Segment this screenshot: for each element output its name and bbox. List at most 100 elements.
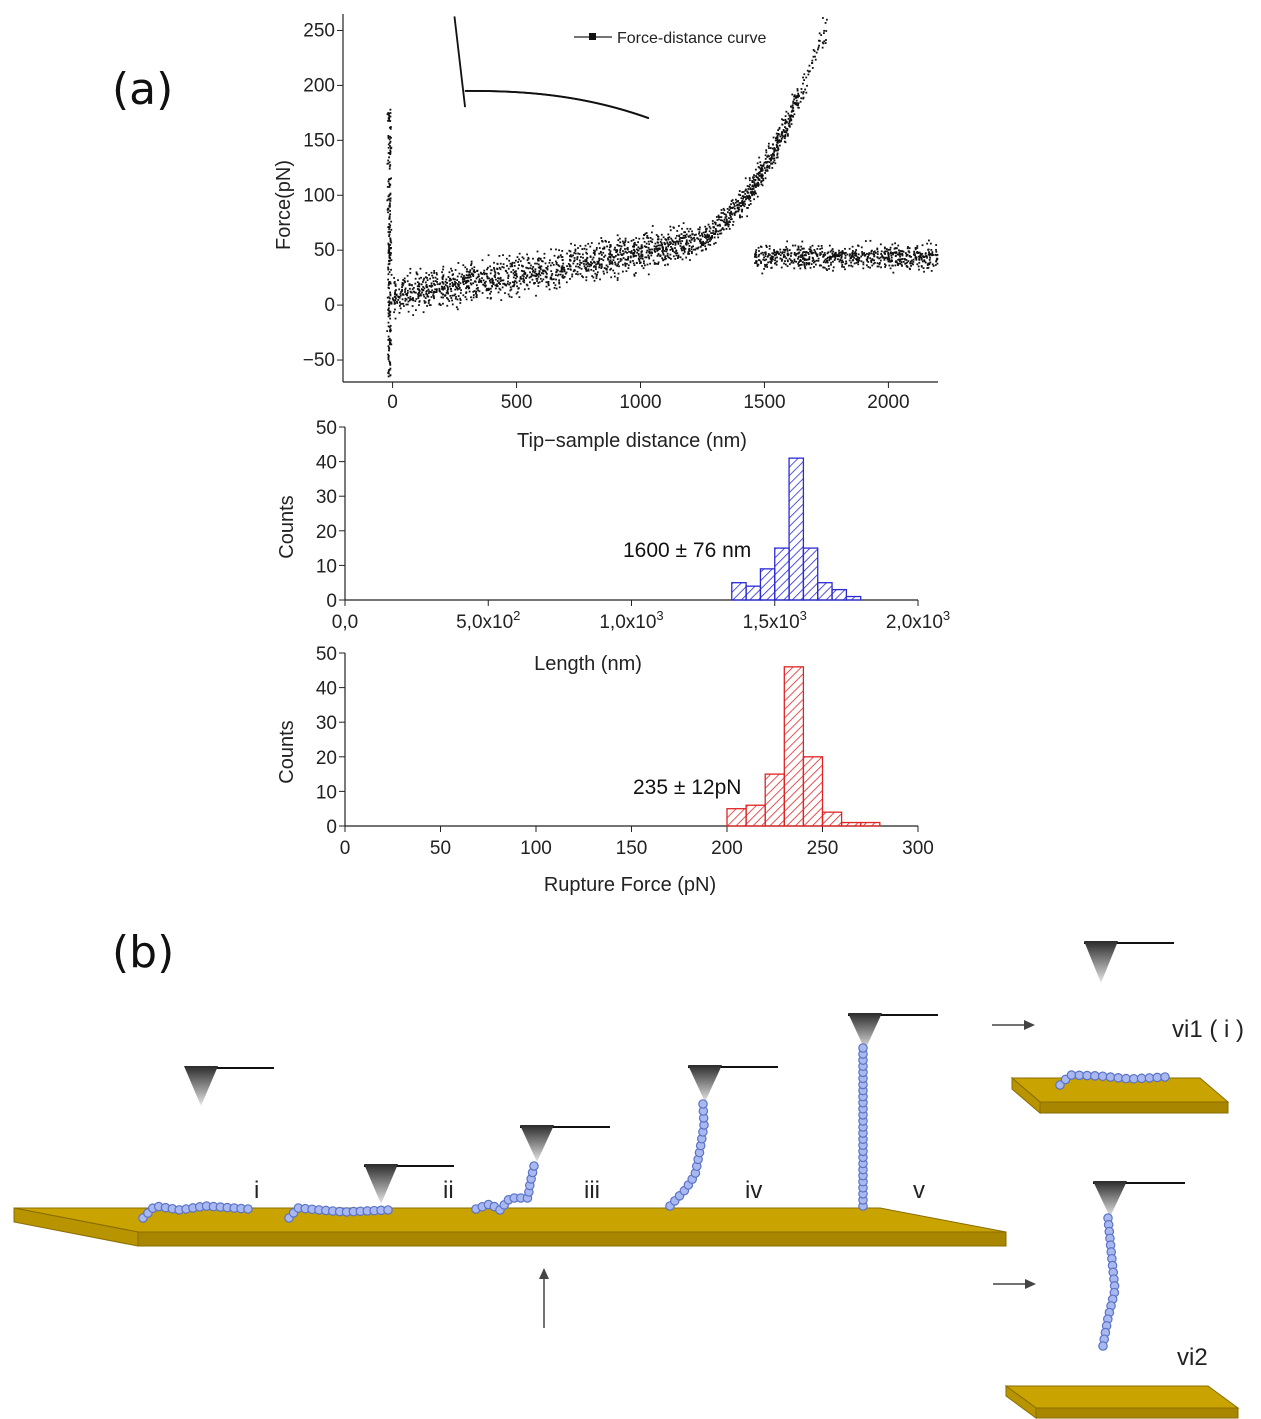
fd-point <box>826 269 828 272</box>
fd-point <box>762 165 765 167</box>
chain-bead <box>383 1205 393 1215</box>
fd-point <box>595 266 597 268</box>
fd-point <box>607 257 609 260</box>
fd-point <box>704 245 707 248</box>
fd-point <box>719 219 722 222</box>
fd-point <box>855 258 858 261</box>
fd-point <box>845 260 847 263</box>
fd-point <box>832 269 834 272</box>
fd-point <box>766 255 769 258</box>
fd-point <box>786 129 789 132</box>
fd-point <box>598 242 600 245</box>
x-tick-exponent: 2 <box>513 608 520 623</box>
fd-inset-point <box>456 44 459 47</box>
fd-point <box>590 242 593 244</box>
fd-point <box>776 138 779 141</box>
fd-point <box>555 268 558 271</box>
fd-point <box>780 266 783 269</box>
fd-point <box>585 268 587 271</box>
fd-point <box>753 193 756 196</box>
fd-point <box>918 268 920 271</box>
fd-point <box>661 245 664 248</box>
fd-point <box>793 102 796 104</box>
fd-point <box>427 295 430 298</box>
fd-point <box>823 266 826 269</box>
fd-point <box>661 251 664 254</box>
fd-point <box>753 190 756 193</box>
fd-point <box>454 293 457 296</box>
fd-point <box>738 206 740 209</box>
fd-point <box>734 198 737 201</box>
fd-point <box>814 252 817 254</box>
fd-point <box>823 259 826 262</box>
fd-point <box>614 246 616 249</box>
fd-point <box>701 234 704 236</box>
fd-point <box>754 179 757 182</box>
fd-point <box>493 266 495 269</box>
afm-tip-4 <box>688 1065 778 1102</box>
fd-point <box>464 276 466 279</box>
fd-point <box>661 257 663 260</box>
fd-point <box>540 272 543 274</box>
fd-point <box>606 245 608 248</box>
fd-point <box>768 165 771 167</box>
fd-point <box>580 262 583 264</box>
fd-point <box>448 271 451 274</box>
fd-point <box>826 252 829 255</box>
fd-point <box>770 260 773 262</box>
fd-point <box>463 278 466 281</box>
fd-point <box>754 168 757 171</box>
fd-point <box>767 145 770 148</box>
fd-point <box>449 285 451 288</box>
fd-point <box>788 249 791 252</box>
fd-point <box>432 276 435 279</box>
fd-point <box>702 240 704 243</box>
fd-point <box>824 42 827 44</box>
fd-point <box>871 264 874 267</box>
fd-point <box>585 260 588 263</box>
fd-point <box>848 259 851 262</box>
fd-point <box>772 154 775 157</box>
fd-point <box>537 263 540 266</box>
fd-point <box>617 244 620 247</box>
fd-point <box>389 115 392 118</box>
fd-point <box>468 276 471 279</box>
fd-point <box>507 293 510 296</box>
fd-point <box>690 236 692 239</box>
fd-point <box>786 134 789 137</box>
fd-point <box>730 203 732 206</box>
fd-point <box>478 290 481 293</box>
fd-point <box>670 245 672 248</box>
fd-inset-point <box>456 43 459 45</box>
fd-point <box>386 208 389 211</box>
fd-point <box>489 281 492 284</box>
fd-point <box>640 253 643 256</box>
fd-point <box>776 152 779 155</box>
fd-point <box>840 256 843 259</box>
fd-point <box>799 267 802 270</box>
fd-point <box>389 238 392 241</box>
fd-point <box>625 270 628 273</box>
fd-point <box>586 252 589 255</box>
fd-point <box>536 250 539 253</box>
fd-point <box>681 258 684 261</box>
fd-point <box>898 249 900 252</box>
fd-point <box>484 272 487 275</box>
fd-point <box>906 261 909 264</box>
fd-point <box>755 261 758 264</box>
fd-point <box>884 266 887 268</box>
fd-point <box>387 225 390 228</box>
fd-point <box>776 250 778 253</box>
fd-point <box>449 295 452 297</box>
fd-point <box>474 292 477 294</box>
fd-inset-point <box>462 94 465 97</box>
fd-point <box>554 274 557 277</box>
fd-point <box>637 246 640 249</box>
fd-point <box>577 273 579 276</box>
fd-point <box>676 252 679 255</box>
fd-point <box>642 267 645 270</box>
fd-point <box>647 273 650 276</box>
fd-point <box>758 253 761 256</box>
fd-inset-point <box>455 35 458 38</box>
fd-point <box>797 248 800 251</box>
